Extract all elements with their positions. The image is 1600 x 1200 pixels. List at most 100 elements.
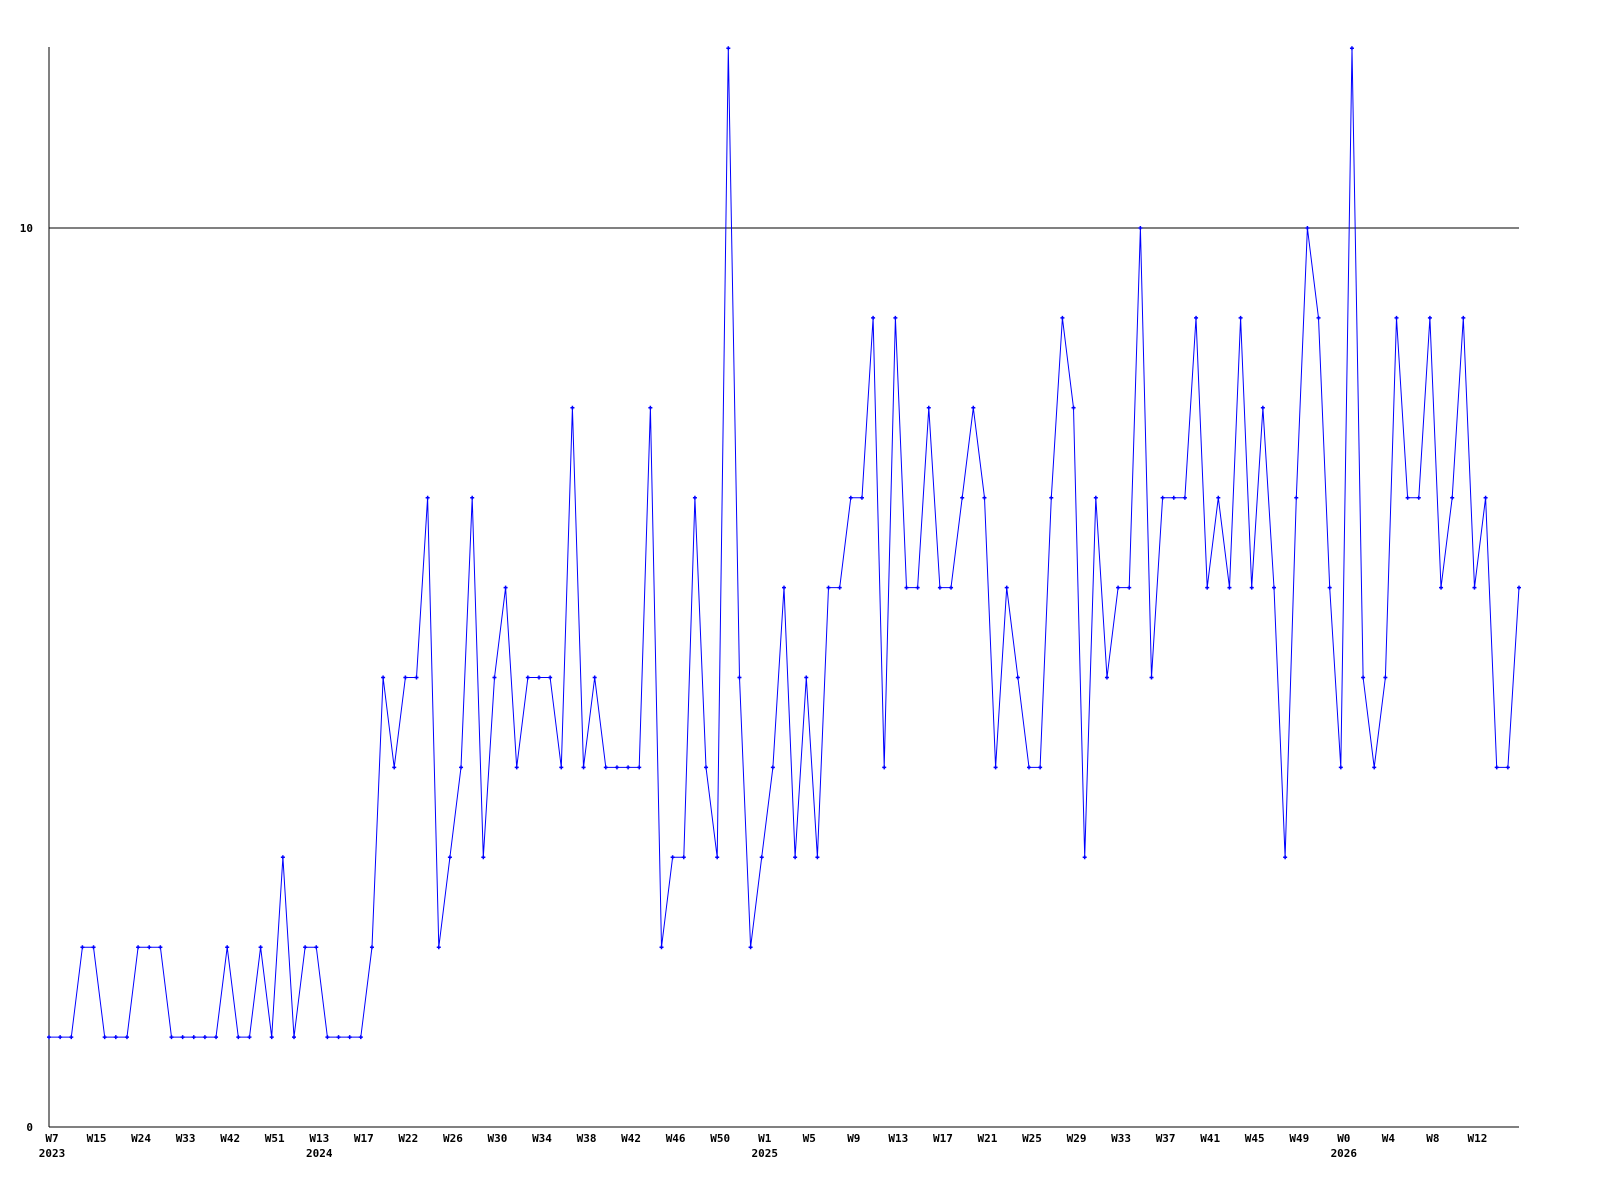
data-point [169,1035,174,1040]
data-point [871,315,876,320]
x-tick-label: W21 [978,1132,998,1145]
x-tick-label: W24 [131,1132,151,1145]
data-point [726,46,731,51]
data-point [336,1035,341,1040]
data-point [949,585,954,590]
data-point [1104,675,1109,680]
data-point [1349,46,1354,51]
data-point [692,495,697,500]
data-point [470,495,475,500]
data-point [537,675,541,680]
data-point [1305,226,1310,230]
x-tick-label: W34 [532,1132,552,1145]
data-point [1494,765,1499,770]
data-point [1071,405,1076,410]
data-point [982,495,987,500]
x-tick-label: W17 [933,1132,953,1145]
data-point [258,945,263,950]
data-point [1127,585,1132,590]
data-point [1316,315,1321,320]
data-point [292,1035,296,1040]
data-point [1517,585,1521,590]
data-point [670,855,675,860]
data-point [1171,495,1176,500]
data-point [926,405,931,410]
data-point [303,945,308,950]
data-point [1249,585,1254,590]
data-point [1283,855,1288,860]
data-point [648,405,653,410]
data-point [704,765,709,770]
data-point [1004,585,1009,590]
data-point [1394,315,1399,320]
data-point [748,945,753,950]
data-point [1182,495,1187,500]
x-tick-label: W33 [176,1132,196,1145]
data-point [603,765,608,770]
data-point [804,675,809,680]
x-tick-label: W42 [220,1132,240,1145]
data-point [1450,495,1455,500]
data-point [425,495,430,500]
data-point [247,1035,252,1040]
data-point [793,855,798,860]
data-point [358,1035,363,1040]
data-point [837,585,842,590]
data-point [904,585,909,590]
data-point [1027,765,1031,770]
x-tick-label: W51 [265,1132,285,1145]
x-tick-label: W50 [710,1132,730,1145]
x-tick-label: W17 [354,1132,374,1145]
data-point [581,765,586,770]
data-point [1238,315,1243,320]
x-tick-label: W41 [1200,1132,1220,1145]
data-point [58,1035,63,1040]
data-point [548,675,553,680]
data-point [826,585,831,590]
x-tick-label: W37 [1156,1132,1176,1145]
x-tick-label: W29 [1067,1132,1087,1145]
data-point [592,675,597,680]
data-point [214,1035,219,1040]
data-point [80,945,85,950]
data-point [614,765,619,770]
data-point [1149,675,1154,680]
x-tick-label: W33 [1111,1132,1131,1145]
data-point [715,855,720,860]
data-point [459,765,464,770]
x-tick-label: W8 [1426,1132,1439,1145]
x-tick-label: W22 [398,1132,418,1145]
data-point [848,495,853,500]
data-point [1461,315,1466,320]
plot-area: 0 10 W7 W15 W24 W33 W42 W51 W13 W17 W22 W26 W30 W34 W3… [20,46,1521,1160]
data-point [236,1035,241,1040]
data-point [124,1035,129,1040]
data-point [314,945,319,950]
data-point [102,1035,107,1040]
x-tick-label: W49 [1289,1132,1309,1145]
data-point [1160,495,1165,500]
x-tick-label: W26 [443,1132,463,1145]
x-tick-label: W25 [1022,1132,1042,1145]
x-tick-label: W45 [1245,1132,1265,1145]
data-point [392,765,397,770]
data-point [1093,495,1098,500]
data-point [1383,675,1388,680]
data-point [347,1035,352,1040]
data-point [503,585,508,590]
data-point [1194,315,1199,320]
data-point [993,765,998,770]
x-tick-label: W12 [1468,1132,1488,1145]
data-point [1216,495,1221,500]
data-point [325,1035,330,1040]
data-point [1205,585,1210,590]
x-tick-label: W30 [488,1132,508,1145]
x-tick-label: W15 [87,1132,107,1145]
data-point [1338,765,1343,770]
data-point [147,945,152,950]
data-point [280,855,285,860]
year-label: 2026 [1331,1147,1358,1160]
data-point [158,945,163,950]
x-tick-label: W0 [1337,1132,1350,1145]
data-point [659,945,664,950]
